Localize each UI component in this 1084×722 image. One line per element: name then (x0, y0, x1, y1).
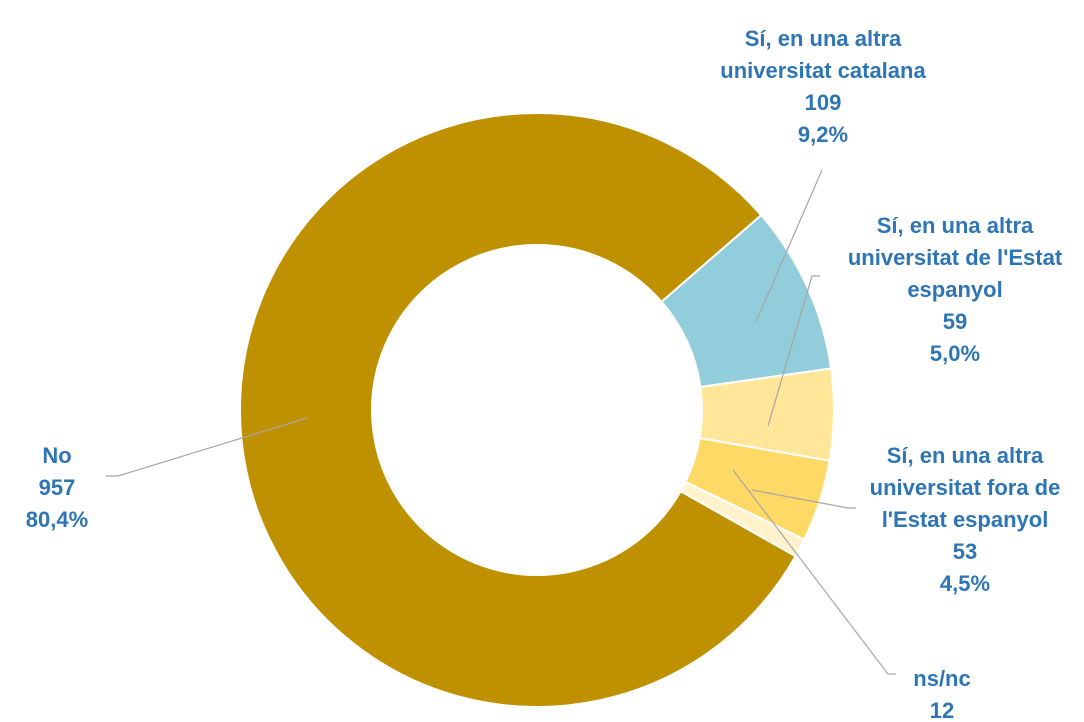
category-label-line: universitat fora de (870, 475, 1061, 500)
category-label-line: Sí, en una altra (877, 213, 1034, 238)
data-label-catalana: Sí, en una altra universitat catalana 109 9… (720, 26, 926, 147)
value-label: 957 (39, 475, 76, 500)
leader-line-no (106, 417, 308, 477)
percent-label: 4,5% (940, 571, 990, 596)
category-label-line: l'Estat espanyol (882, 507, 1049, 532)
category-label-line: ns/nc (913, 666, 970, 691)
value-label: 109 (805, 90, 842, 115)
data-label-no: No 957 80,4% (26, 443, 88, 532)
slices-layer (239, 112, 835, 708)
leader-line-nsnc (732, 469, 896, 675)
category-label-line: universitat de l'Estat (848, 245, 1063, 270)
data-label-nsnc: ns/nc121,0% (913, 666, 970, 722)
category-label-line: universitat catalana (720, 58, 926, 83)
leader-line-fora (751, 489, 856, 509)
leader-line-catalana (755, 169, 823, 323)
value-label: 59 (943, 309, 967, 334)
labels-layer: Sí, en una altra universitat catalana 109 9… (26, 26, 1063, 722)
data-label-fora: Sí, en una altra universitat fora de l'Est… (870, 443, 1061, 596)
category-label-line: Sí, en una altra (745, 26, 902, 51)
category-label-line: Sí, en una altra (887, 443, 1044, 468)
percent-label: 80,4% (26, 507, 88, 532)
leader-line-estat (767, 275, 820, 427)
percent-label: 5,0% (930, 341, 980, 366)
category-label-line: No (42, 443, 71, 468)
slice-no (239, 112, 797, 708)
value-label: 53 (953, 539, 977, 564)
value-label: 12 (930, 698, 954, 722)
data-label-estat: Sí, en una altra universitat de l'Estat es… (848, 213, 1063, 366)
category-label-line: espanyol (907, 277, 1002, 302)
percent-label: 9,2% (798, 122, 848, 147)
leader-lines-layer (106, 169, 896, 675)
